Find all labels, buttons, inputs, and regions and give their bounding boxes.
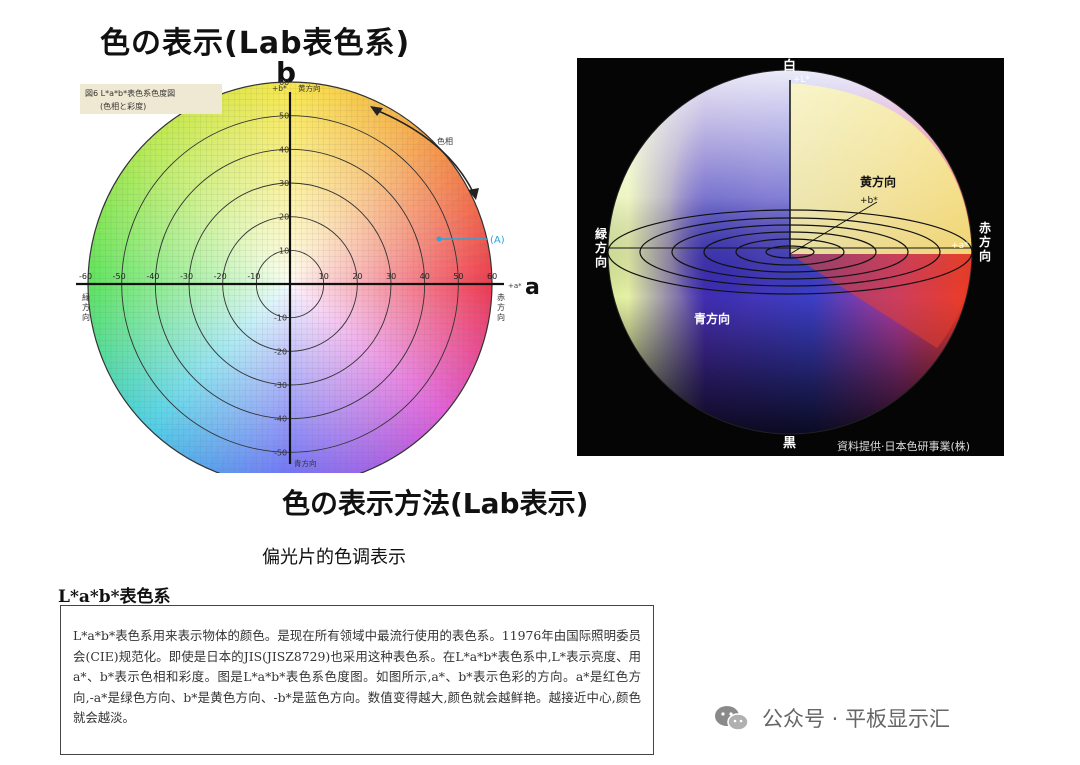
a-tick-label: -40: [146, 272, 159, 281]
green-direction-label: 緑方向: [595, 226, 608, 269]
section-subtitle: 色の表示方法(Lab表示): [282, 487, 589, 520]
a-plus-label: +a*: [508, 282, 522, 290]
figure-label-line2: (色相と彩度): [100, 101, 146, 111]
chroma-diagram: 図6 L*a*b*表色系色度図 (色相と彩度) b +b* 黄方向 青方向 60…: [76, 58, 540, 473]
l-plus-label: +L*: [793, 75, 811, 85]
a-tick-label: -10: [247, 272, 260, 281]
color-solid-panel: 白 +L* 黄方向 +b* +a* 赤方向 緑方向 青方向 黒 資料提供·日本色…: [577, 58, 1004, 456]
a-minus-direction: 緑方向: [82, 292, 90, 322]
b-tick-label: -50: [274, 448, 287, 457]
a-tick-label: -30: [180, 272, 193, 281]
hue-label: 色相: [437, 136, 453, 146]
b-tick-label: -20: [274, 347, 287, 356]
b-tick-label: 50: [279, 112, 289, 121]
yellow-direction-label: 黄方向: [860, 174, 896, 189]
marker-label: (A): [490, 235, 505, 246]
b-tick-label: 40: [279, 145, 289, 154]
b-tick-label: 10: [279, 246, 289, 255]
b-tick-label: 30: [279, 179, 289, 188]
figure-label-line1: 図6 L*a*b*表色系色度図: [85, 88, 175, 98]
white-label: 白: [783, 58, 796, 74]
a-tick-label: 50: [453, 272, 463, 281]
page-title: 色の表示(Lab表色系): [100, 26, 411, 61]
b-tick-label: 60: [279, 78, 289, 87]
watermark: 公众号 · 平板显示汇: [712, 703, 950, 733]
section-heading: L*a*b*表色系: [58, 587, 171, 607]
a-tick-label: -60: [79, 272, 92, 281]
b-tick-label: -40: [274, 415, 287, 424]
figure-caption: 偏光片的色调表示: [262, 547, 406, 568]
black-label: 黒: [783, 435, 796, 451]
b-tick-label: 20: [279, 213, 289, 222]
blue-direction-label: 青方向: [694, 311, 730, 326]
b-axis-letter: b: [276, 58, 296, 89]
description-text: L*a*b*表色系用来表示物体的颜色。是现在所有领域中最流行使用的表色系。119…: [73, 628, 641, 725]
description-box: L*a*b*表色系用来表示物体的颜色。是现在所有领域中最流行使用的表色系。119…: [60, 605, 654, 755]
b-minus-direction: 青方向: [294, 458, 317, 468]
a-axis-letter: a: [525, 275, 540, 300]
a-tick-label: 30: [386, 272, 396, 281]
a-tick-label: -20: [214, 272, 227, 281]
b-plus-label: +b*: [272, 84, 287, 93]
a-tick-label: 40: [420, 272, 430, 281]
b-tick-label: -30: [274, 381, 287, 390]
a-tick-label: 10: [319, 272, 329, 281]
a-plus-label-3d: +a*: [951, 241, 969, 251]
wechat-icon: [715, 706, 749, 731]
figure-label-box: [80, 84, 222, 114]
b-tick-label: -10: [274, 314, 287, 323]
b-plus-direction: 黄方向: [298, 83, 321, 93]
a-tick-label: 20: [352, 272, 362, 281]
hue-arrow: [375, 109, 475, 195]
credit-label: 資料提供·日本色研事業(株): [837, 439, 970, 453]
red-direction-label: 赤方向: [979, 220, 991, 263]
a-tick-label: 60: [487, 272, 497, 281]
color-solid-figure: 白 +L* 黄方向 +b* +a* 赤方向 緑方向 青方向 黒 資料提供·日本色…: [595, 58, 991, 453]
b-plus-label-3d: +b*: [860, 196, 878, 206]
a-tick-label: -50: [113, 272, 126, 281]
a-plus-direction: 赤方向: [497, 293, 505, 322]
b-axis-line-3d: [789, 201, 878, 255]
watermark-text: 公众号 · 平板显示汇: [762, 707, 951, 731]
